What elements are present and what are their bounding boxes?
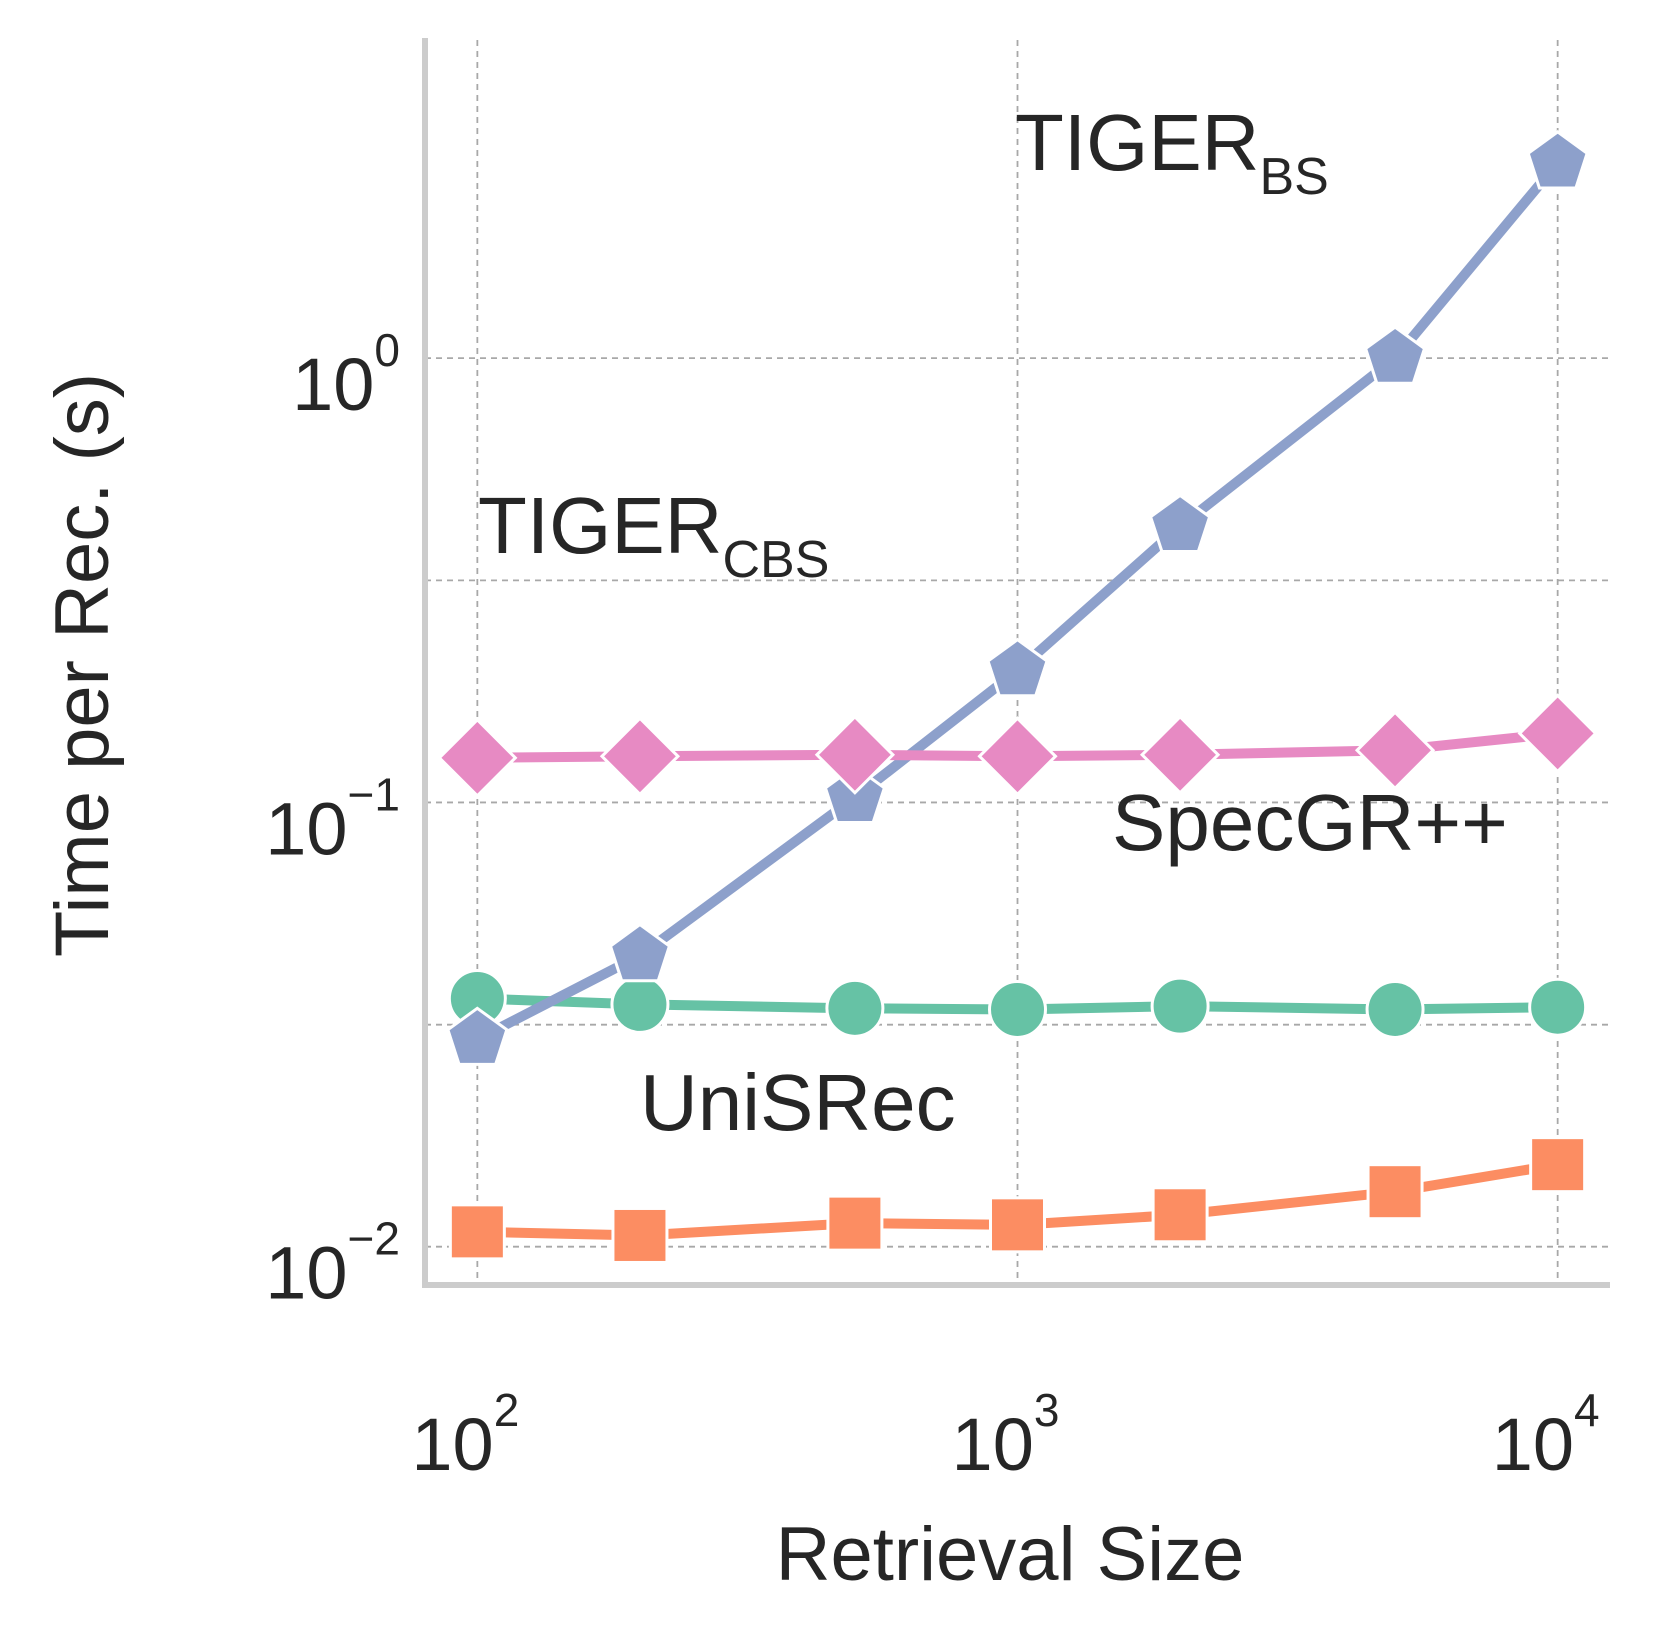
x-tick-base-1: 10 [952,1403,1034,1486]
x-tick-exp-1: 3 [1034,1384,1060,1436]
series-tiger-cbs [437,693,1598,798]
point-specgr--1 [610,974,670,1034]
series-label-specgr: SpecGR++ [1112,778,1508,867]
x-tick-exp-2: 4 [1574,1384,1600,1436]
y-tick-label-1: 10−1 [265,768,400,870]
series-label-tiger-bs: TIGERBS [1015,98,1329,206]
x-axis-label: Retrieval Size [776,1512,1245,1597]
point-specgr--5 [1365,979,1425,1039]
point-tiger-cbs-1 [599,716,681,797]
point-specgr--3 [988,979,1047,1039]
series-unisrec [448,1136,1587,1264]
series-specgr- [447,968,1588,1039]
point-tiger-cbs-4 [1139,714,1221,795]
point-unisrec-6 [1529,1136,1587,1194]
point-unisrec-5 [1366,1163,1424,1221]
x-tick-base-0: 10 [411,1403,493,1486]
series-label-unisrec: UniSRec [640,1058,956,1147]
point-specgr--6 [1528,977,1588,1037]
point-tiger-bs-4 [1148,493,1212,553]
point-unisrec-0 [448,1203,506,1261]
point-tiger-cbs-5 [1354,710,1436,791]
grid [425,40,1610,1285]
y-tick-exp-1: −1 [348,768,400,820]
y-tick-exp-2: 0 [374,324,400,376]
x-tick-exp-0: 2 [494,1384,520,1436]
axes [422,38,1610,1288]
y-tick-base-2: 10 [292,343,374,426]
x-tick-label-2: 104 [1492,1384,1600,1486]
point-specgr--2 [825,978,885,1038]
point-tiger-cbs-2 [814,714,896,795]
y-tick-label-2: 100 [292,324,400,426]
point-unisrec-4 [1151,1186,1209,1244]
point-tiger-bs-1 [608,922,672,983]
series-label-tiger-bs-sub: BS [1259,148,1328,206]
y-axis-label: Time per Rec. (s) [40,373,125,957]
series-label-tiger-cbs: TIGERCBS [478,481,829,589]
y-tick-base-0: 10 [265,1232,347,1315]
point-tiger-cbs-6 [1517,693,1598,774]
x-tick-base-2: 10 [1492,1403,1574,1486]
y-tick-label-0: 10−2 [265,1213,400,1315]
y-tick-base-1: 10 [265,787,347,870]
x-tick-labels: 102 103 104 [411,1384,1599,1486]
point-specgr--4 [1150,976,1210,1036]
series-label-tiger-cbs-sub: CBS [722,531,829,589]
point-tiger-bs-3 [986,637,1049,698]
point-unisrec-2 [826,1194,884,1252]
point-tiger-cbs-0 [437,717,518,798]
series-group [437,130,1598,1264]
x-tick-label-0: 102 [411,1384,519,1486]
point-unisrec-1 [611,1206,669,1264]
y-tick-exp-0: −2 [348,1213,400,1265]
x-tick-label-1: 103 [952,1384,1060,1486]
series-label-tiger-cbs-main: TIGER [478,481,722,570]
point-unisrec-3 [989,1196,1046,1254]
point-tiger-cbs-3 [977,716,1058,797]
series-label-tiger-bs-main: TIGER [1015,98,1259,187]
point-tiger-bs-0 [446,1006,509,1066]
point-tiger-bs-5 [1363,325,1427,385]
point-tiger-bs-6 [1526,130,1589,190]
